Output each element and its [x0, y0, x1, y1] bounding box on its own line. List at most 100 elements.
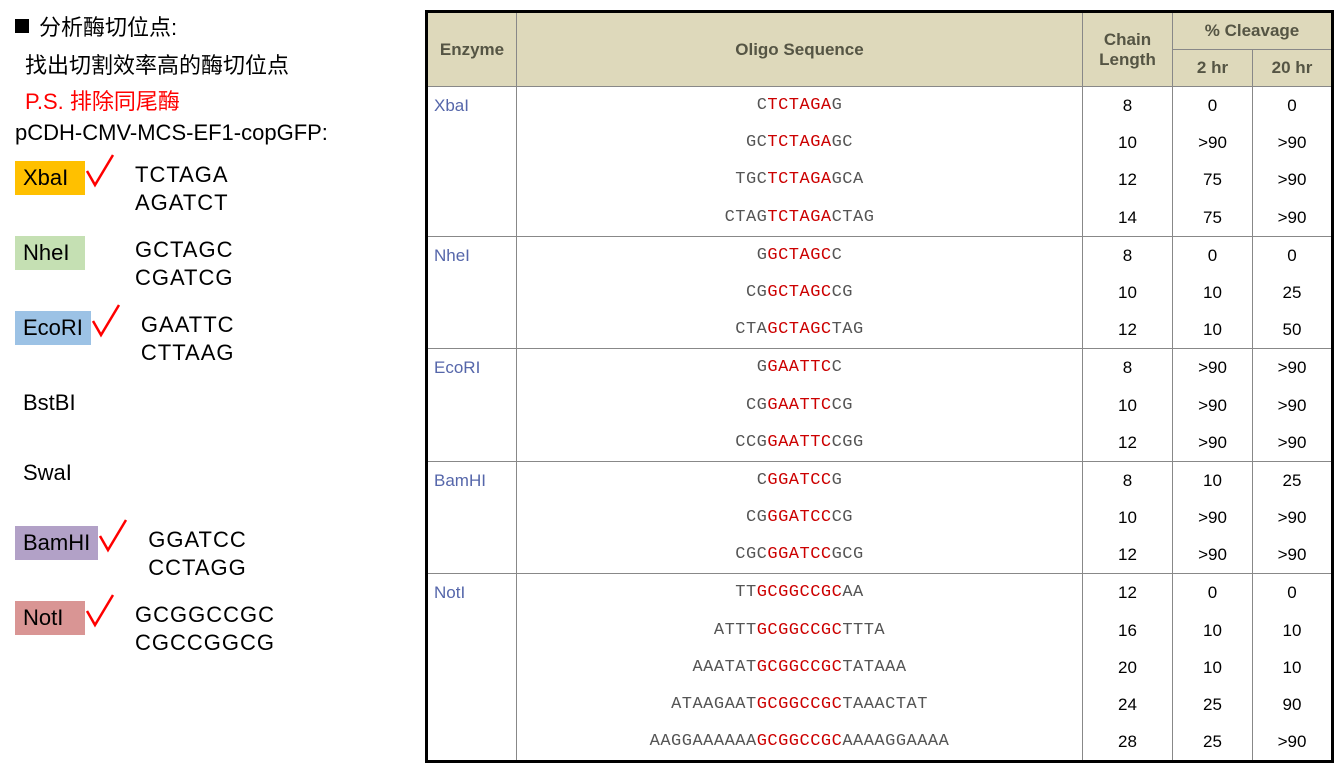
oligo-cell: CGCGGATCCGCG — [517, 536, 1083, 574]
table-body: XbaICTCTAGAG800GCTCTAGAGC10>90>90TGCTCTA… — [427, 87, 1333, 762]
plasmid-name: pCDH-CMV-MCS-EF1-copGFP: — [15, 120, 410, 146]
checkmark-icon — [91, 303, 121, 343]
oligo-cell: AAATATGCGGCCGCTATAAA — [517, 649, 1083, 686]
enzyme-name-cell: XbaI — [427, 87, 517, 237]
chain-length-cell: 8 — [1083, 236, 1173, 274]
cleavage-20hr-cell: 10 — [1253, 649, 1333, 686]
oligo-cell: CTAGCTAGCTAG — [517, 311, 1083, 349]
oligo-cell: ATAAGAATGCGGCCGCTAAACTAT — [517, 686, 1083, 723]
cleavage-20hr-cell: 90 — [1253, 686, 1333, 723]
left-panel: 分析酶切位点: 找出切割效率高的酶切位点 P.S. 排除同尾酶 pCDH-CMV… — [15, 10, 425, 653]
table-row: NotITTGCGGCCGCAA1200 — [427, 574, 1333, 612]
cleavage-2hr-cell: >90 — [1173, 499, 1253, 536]
cleavage-2hr-cell: >90 — [1173, 424, 1253, 462]
oligo-cell: TGCTCTAGAGCA — [517, 161, 1083, 198]
cleavage-20hr-cell: 25 — [1253, 461, 1333, 499]
enzyme-label: EcoRI — [15, 311, 91, 345]
note-text: P.S. 排除同尾酶 — [25, 84, 410, 116]
table-row: CTAGTCTAGACTAG1475>90 — [427, 199, 1333, 237]
cleavage-table: Enzyme Oligo Sequence Chain Length % Cle… — [425, 10, 1334, 763]
th-chain: Chain Length — [1083, 12, 1173, 87]
cleavage-20hr-cell: 10 — [1253, 612, 1333, 649]
chain-length-cell: 28 — [1083, 723, 1173, 762]
table-header: Enzyme Oligo Sequence Chain Length % Cle… — [427, 12, 1333, 87]
chain-length-cell: 20 — [1083, 649, 1173, 686]
enzyme-name-cell: NotI — [427, 574, 517, 762]
checkmark-icon — [98, 518, 128, 558]
cleavage-2hr-cell: 75 — [1173, 199, 1253, 237]
oligo-cell: GCTCTAGAGC — [517, 124, 1083, 161]
cleavage-2hr-cell: 75 — [1173, 161, 1253, 198]
enzyme-row: EcoRI GAATTCCTTAAG — [15, 311, 410, 366]
oligo-cell: CTAGTCTAGACTAG — [517, 199, 1083, 237]
cleavage-2hr-cell: 25 — [1173, 723, 1253, 762]
oligo-cell: CGGAATTCCG — [517, 387, 1083, 424]
cleavage-20hr-cell: >90 — [1253, 161, 1333, 198]
oligo-cell: AAGGAAAAAAGCGGCCGCAAAAGGAAAA — [517, 723, 1083, 762]
enzyme-list: XbaI TCTAGAAGATCT NheI GCTAGCCGATCG EcoR… — [15, 161, 410, 656]
cleavage-20hr-cell: 0 — [1253, 236, 1333, 274]
cleavage-20hr-cell: >90 — [1253, 536, 1333, 574]
table-row: CCGGAATTCCGG12>90>90 — [427, 424, 1333, 462]
subtitle-text: 找出切割效率高的酶切位点 — [25, 48, 410, 80]
cleavage-2hr-cell: >90 — [1173, 536, 1253, 574]
title-text: 分析酶切位点: — [39, 10, 177, 42]
enzyme-name-cell: EcoRI — [427, 349, 517, 462]
cleavage-2hr-cell: 0 — [1173, 236, 1253, 274]
cleavage-2hr-cell: >90 — [1173, 124, 1253, 161]
cleavage-2hr-cell: >90 — [1173, 349, 1253, 387]
enzyme-row: XbaI TCTAGAAGATCT — [15, 161, 410, 216]
chain-length-cell: 10 — [1083, 387, 1173, 424]
table-row: GCTCTAGAGC10>90>90 — [427, 124, 1333, 161]
cleavage-2hr-cell: 10 — [1173, 649, 1253, 686]
cleavage-2hr-cell: 10 — [1173, 311, 1253, 349]
chain-length-cell: 10 — [1083, 274, 1173, 311]
title-line: 分析酶切位点: — [15, 10, 410, 42]
cleavage-20hr-cell: >90 — [1253, 424, 1333, 462]
chain-length-cell: 24 — [1083, 686, 1173, 723]
th-2hr: 2 hr — [1173, 50, 1253, 87]
cleavage-2hr-cell: 10 — [1173, 612, 1253, 649]
cleavage-20hr-cell: >90 — [1253, 124, 1333, 161]
chain-length-cell: 8 — [1083, 349, 1173, 387]
cleavage-2hr-cell: 0 — [1173, 574, 1253, 612]
chain-length-cell: 10 — [1083, 124, 1173, 161]
enzyme-label: NheI — [15, 236, 85, 270]
th-cleavage: % Cleavage — [1173, 12, 1333, 50]
checkmark-icon — [85, 593, 115, 633]
cleavage-20hr-cell: >90 — [1253, 387, 1333, 424]
chain-length-cell: 16 — [1083, 612, 1173, 649]
table-row: CGGAATTCCG10>90>90 — [427, 387, 1333, 424]
chain-length-cell: 10 — [1083, 499, 1173, 536]
checkmark-icon — [85, 153, 115, 193]
enzyme-sequence: GAATTCCTTAAG — [141, 311, 235, 366]
enzyme-row: SwaI — [15, 456, 410, 506]
enzyme-row: BamHI GGATCCCCTAGG — [15, 526, 410, 581]
cleavage-2hr-cell: 10 — [1173, 274, 1253, 311]
table-row: CGGGATCCCG10>90>90 — [427, 499, 1333, 536]
oligo-cell: CCGGAATTCCGG — [517, 424, 1083, 462]
table-row: AAGGAAAAAAGCGGCCGCAAAAGGAAAA2825>90 — [427, 723, 1333, 762]
enzyme-row: NheI GCTAGCCGATCG — [15, 236, 410, 291]
chain-length-cell: 12 — [1083, 311, 1173, 349]
enzyme-name-cell: BamHI — [427, 461, 517, 574]
chain-length-cell: 12 — [1083, 424, 1173, 462]
oligo-cell: TTGCGGCCGCAA — [517, 574, 1083, 612]
table-row: ATTTGCGGCCGCTTTA161010 — [427, 612, 1333, 649]
enzyme-row: BstBI — [15, 386, 410, 436]
enzyme-sequence: TCTAGAAGATCT — [135, 161, 229, 216]
enzyme-label: SwaI — [15, 456, 85, 490]
oligo-cell: CGGGATCCCG — [517, 499, 1083, 536]
cleavage-2hr-cell: >90 — [1173, 387, 1253, 424]
enzyme-sequence: GCGGCCGCCGCCGGCG — [135, 601, 275, 656]
table-row: CTAGCTAGCTAG121050 — [427, 311, 1333, 349]
chain-length-cell: 12 — [1083, 574, 1173, 612]
cleavage-20hr-cell: 25 — [1253, 274, 1333, 311]
enzyme-label: BstBI — [15, 386, 85, 420]
th-oligo: Oligo Sequence — [517, 12, 1083, 87]
chain-length-cell: 8 — [1083, 87, 1173, 125]
cleavage-2hr-cell: 25 — [1173, 686, 1253, 723]
chain-length-cell: 12 — [1083, 161, 1173, 198]
chain-length-cell: 8 — [1083, 461, 1173, 499]
enzyme-sequence: GCTAGCCGATCG — [135, 236, 233, 291]
